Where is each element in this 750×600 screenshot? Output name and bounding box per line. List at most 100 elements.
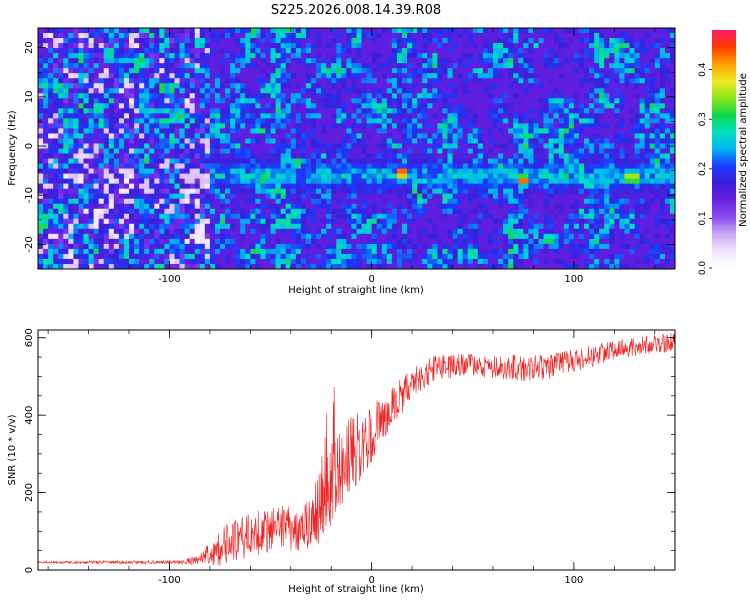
spectrogram-cell (98, 213, 105, 220)
spectrogram-cell (305, 198, 312, 205)
spectrogram-cell (235, 68, 241, 74)
spectrogram-cell (108, 103, 115, 109)
spectrogram-cell (255, 143, 261, 149)
spectrogram-cell (639, 63, 646, 69)
spectrogram-cell (73, 143, 79, 149)
spectrogram-cell (250, 193, 256, 200)
spectrogram-cell (78, 178, 84, 185)
spectrogram-cell (371, 128, 378, 134)
spectrogram-cell (129, 103, 135, 109)
spectrogram-cell (159, 68, 165, 74)
spectrogram-cell (447, 38, 453, 44)
spectrogram-cell (93, 148, 100, 154)
spectrogram-cell (199, 88, 206, 94)
spectrogram-cell (447, 83, 453, 89)
spectrogram-cell (194, 123, 201, 129)
spectrogram-cell (311, 103, 317, 109)
spectrogram-cell (412, 193, 418, 200)
spectrogram-cell (341, 183, 347, 190)
spectrogram-cell (230, 53, 236, 59)
spectrogram-cell (523, 183, 529, 190)
spectrogram-cell (149, 203, 155, 210)
spectrogram-cell (275, 53, 282, 59)
spectrogram-cell (184, 173, 191, 180)
spectrogram-cell (442, 218, 448, 225)
spectrogram-cell (498, 168, 504, 174)
spectrogram-cell (381, 183, 388, 190)
spectrogram-cell (573, 153, 580, 159)
spectrogram-cell (179, 38, 186, 44)
spectrogram-cell (341, 198, 347, 205)
spectrogram-cell (73, 213, 79, 220)
spectrogram-cell (174, 63, 180, 69)
spectrogram-cell (563, 33, 570, 39)
spectrogram-cell (118, 223, 125, 230)
spectrogram-cell (614, 118, 620, 124)
spectrogram-cell (169, 83, 175, 89)
spectrogram-cell (659, 33, 666, 39)
spectrogram-cell (407, 203, 413, 210)
spectrogram-cell (174, 198, 180, 205)
spectrogram-cell (58, 223, 64, 230)
spectrogram-cell (174, 153, 180, 159)
spectrogram-cell (467, 148, 474, 154)
spectrogram-cell (194, 178, 201, 185)
spectrogram-cell (493, 98, 499, 104)
spectrogram-cell (584, 198, 590, 205)
spectrogram-cell (634, 33, 641, 39)
spectrogram-cell (93, 63, 100, 69)
spectrogram-cell (255, 73, 261, 79)
spectrogram-cell (83, 48, 89, 54)
spectrogram-cell (134, 183, 140, 190)
spectrogram-cell (356, 198, 362, 205)
spectrogram-cell (553, 208, 560, 215)
spectrogram-cell (311, 208, 317, 215)
spectrogram-cell (412, 43, 418, 49)
spectrogram-cell (604, 178, 610, 185)
spectrogram-cell (295, 163, 302, 169)
spectrogram-cell (204, 153, 211, 159)
spectrogram-cell (118, 208, 125, 215)
spectrogram-cell (402, 218, 408, 225)
spectrogram-cell (503, 198, 509, 205)
spectrogram-cell (589, 188, 595, 195)
spectrogram-cell (321, 198, 327, 205)
spectrogram-cell (230, 118, 236, 124)
spectrogram-cell (214, 33, 221, 39)
spectrogram-cell (285, 98, 292, 104)
spectrogram-cell (477, 73, 484, 79)
spectrogram-cell (664, 53, 671, 59)
spectrogram-cell (63, 78, 69, 84)
spectrogram-cell (300, 178, 307, 185)
spectrogram-cell (129, 143, 135, 149)
spectrogram-cell (326, 93, 332, 99)
spectrogram-cell (113, 138, 120, 144)
spectrogram-cell (518, 138, 524, 144)
spectrogram-cell (422, 43, 428, 49)
spectrogram-cell (396, 163, 403, 169)
spectrogram-cell (487, 183, 494, 190)
spectrogram-cell (316, 48, 322, 54)
spectrogram-cell (578, 128, 585, 134)
spectrogram-cell (43, 98, 49, 104)
spectrogram-cell (235, 103, 241, 109)
spectrogram-cell (108, 153, 115, 159)
spectrogram-cell (204, 103, 211, 109)
spectrogram-cell (412, 68, 418, 74)
spectrogram-cell (134, 53, 140, 59)
spectrogram-cell (508, 48, 514, 54)
spectrogram-cell (467, 183, 474, 190)
spectrogram-cell (386, 98, 393, 104)
spectrogram-cell (351, 58, 357, 64)
spectrogram-cell (594, 148, 600, 154)
spectrogram-cell (220, 213, 226, 220)
spectrogram-cell (467, 38, 474, 44)
spectrogram-cell (220, 88, 226, 94)
spectrogram-cell (129, 28, 135, 34)
spectrogram-cell (528, 203, 534, 210)
spectrogram-cell (396, 38, 403, 44)
spectrogram-cell (619, 123, 625, 129)
spectrogram-cell (144, 213, 150, 220)
spectrogram-cell (533, 163, 539, 169)
spectrogram-cell (573, 83, 580, 89)
